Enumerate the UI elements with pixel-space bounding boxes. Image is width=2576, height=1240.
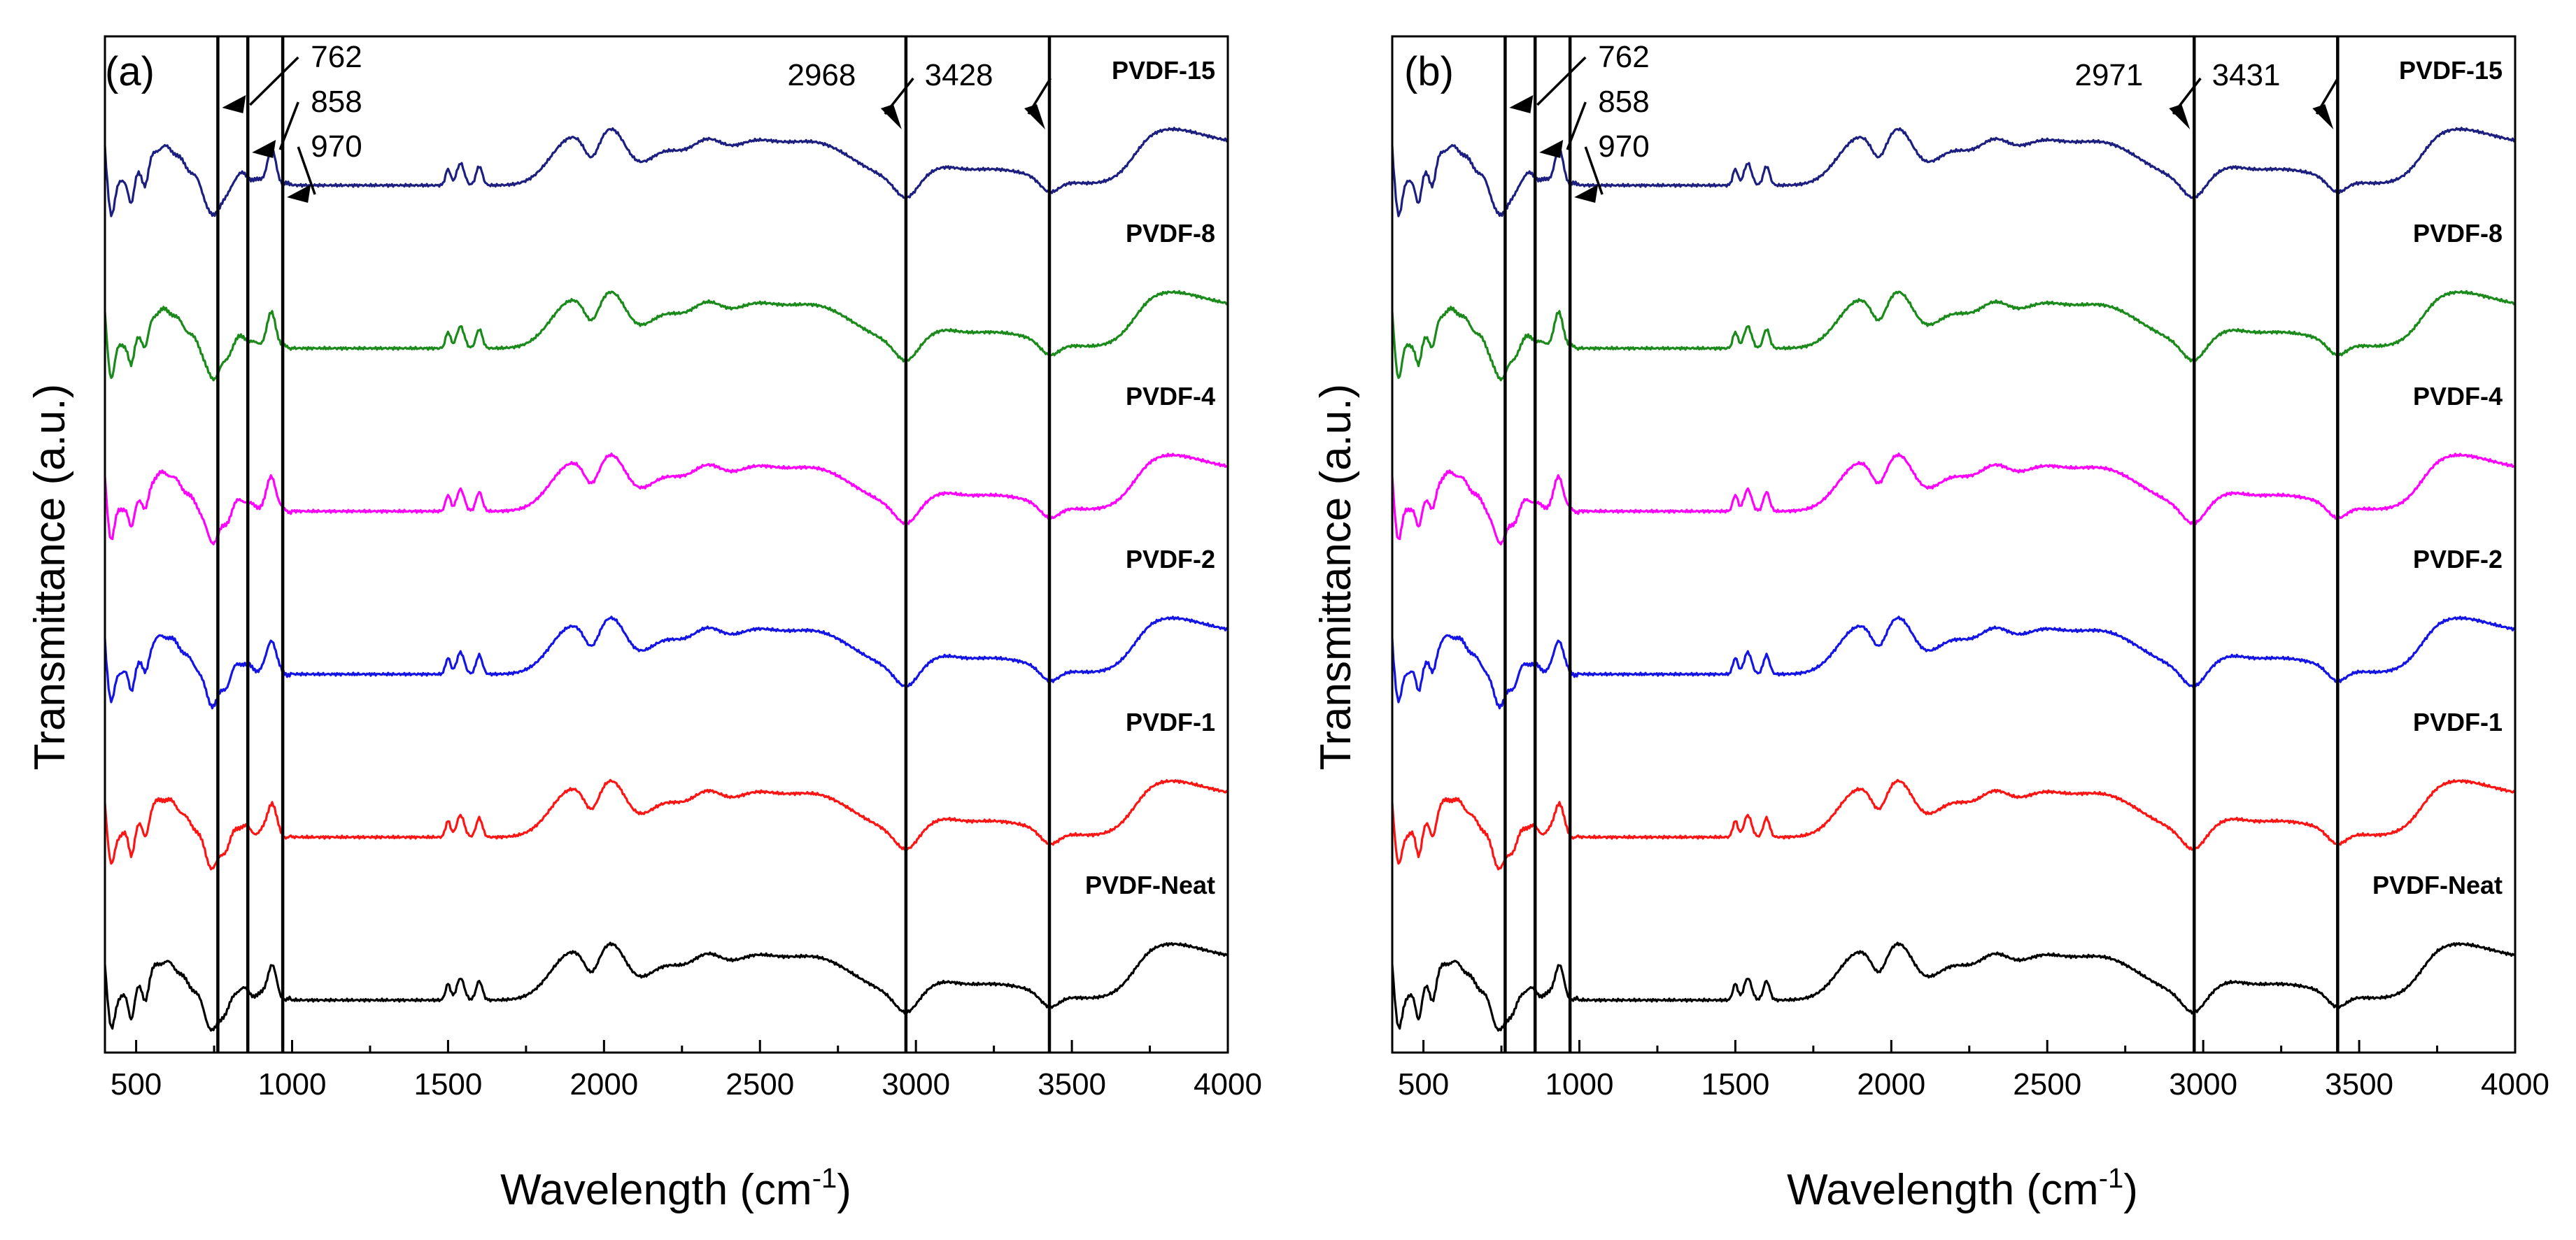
spectra-group <box>1391 127 2517 1032</box>
panel-label: (a) <box>105 49 155 94</box>
y-axis-label: Transmittance (a.u.) <box>1312 384 1360 770</box>
x-tick-label: 1000 <box>1545 1067 1614 1102</box>
plot-frame <box>104 35 1229 1054</box>
series-label: PVDF-1 <box>2413 708 2503 736</box>
x-tick-label: 1500 <box>413 1067 482 1102</box>
annotation-label: 970 <box>311 129 362 164</box>
series-line-pvdf-1 <box>1391 778 2517 871</box>
y-axis-label: Transmittance (a.u.) <box>26 384 74 770</box>
annotation-label: 2971 <box>2074 58 2143 92</box>
x-tick-label: 2000 <box>569 1067 638 1102</box>
x-axis-label-superscript: -1 <box>2099 1163 2124 1194</box>
x-axis-label-main: Wavelength (cm <box>500 1166 812 1214</box>
series-line-pvdf-15 <box>104 127 1229 218</box>
annotation-label: 762 <box>311 40 362 74</box>
x-axis-label: Wavelength (cm-1) <box>1787 1163 2138 1214</box>
y-axis-title: Transmittance (a.u.) <box>1312 384 1360 770</box>
series-label: PVDF-15 <box>2399 56 2503 85</box>
x-axis-ticks: 500 1000 1500 2000 2500 3000 3500 4000 <box>111 1040 1262 1102</box>
x-tick-label: 2000 <box>1857 1067 1925 1102</box>
series-line-pvdf-neat <box>104 941 1229 1032</box>
x-axis-label-superscript: -1 <box>812 1163 837 1194</box>
arrow-head <box>2169 104 2191 129</box>
x-tick-label: 500 <box>1398 1067 1449 1102</box>
panel-a: (a) Transmittance (a.u.) 762 858 970 2968 34… <box>26 35 1262 1214</box>
annotation-leader <box>278 101 299 150</box>
x-axis-label: Wavelength (cm-1) <box>500 1163 851 1214</box>
series-label: PVDF-15 <box>1112 56 1215 85</box>
x-tick-label: 500 <box>111 1067 162 1102</box>
annotation-leader <box>249 56 299 106</box>
annotation-label: 2968 <box>787 58 856 92</box>
series-label: PVDF-2 <box>1126 545 1215 573</box>
x-axis-label-close: ) <box>837 1166 851 1214</box>
series-label: PVDF-2 <box>2413 545 2503 573</box>
series-line-pvdf-1 <box>104 778 1229 871</box>
series-label: PVDF-4 <box>2413 382 2503 411</box>
series-label: PVDF-8 <box>2413 219 2503 248</box>
series-line-pvdf-neat <box>1391 941 2516 1032</box>
x-tick-label: 2500 <box>726 1067 794 1102</box>
annotation-leader <box>1584 146 1604 195</box>
series-line-pvdf-15 <box>1391 127 2516 218</box>
panel-b: (b) Transmittance (a.u.) 762 858 970 2971 34… <box>1312 35 2549 1214</box>
x-tick-label: 3000 <box>2169 1067 2237 1102</box>
reference-lines <box>1503 36 2340 1053</box>
panel-label: (b) <box>1404 49 1454 94</box>
arrow-head <box>222 95 246 113</box>
x-axis-label-main: Wavelength (cm <box>1787 1166 2099 1214</box>
x-tick-label: 3500 <box>2325 1067 2393 1102</box>
annotation-leader <box>1536 56 1587 106</box>
annotation-label: 858 <box>1598 85 1649 119</box>
series-label: PVDF-1 <box>1126 708 1215 736</box>
series-labels: PVDF-15 PVDF-8 PVDF-4 PVDF-2 PVDF-1 PVDF-Neat <box>2372 56 2503 899</box>
annotation-label: 3428 <box>925 58 993 92</box>
x-axis-ticks: 500 1000 1500 2000 2500 3000 3500 4000 <box>1398 1040 2549 1102</box>
series-label: PVDF-4 <box>1126 382 1215 411</box>
x-tick-label: 3500 <box>1038 1067 1106 1102</box>
annotation-label: 858 <box>311 85 362 119</box>
series-label: PVDF-8 <box>1126 219 1215 248</box>
plot-frame <box>1391 35 2517 1054</box>
x-tick-label: 1000 <box>258 1067 327 1102</box>
x-tick-label: 4000 <box>2481 1067 2549 1102</box>
annotation-label: 762 <box>1598 40 1649 74</box>
series-line-pvdf-4 <box>1391 452 2516 546</box>
arrow-head <box>1509 95 1534 113</box>
arrow-head <box>1574 185 1599 203</box>
arrow-head <box>1024 104 1045 129</box>
x-tick-label: 4000 <box>1194 1067 1262 1102</box>
y-axis-title: Transmittance (a.u.) <box>26 384 74 770</box>
arrow-head <box>880 104 902 129</box>
series-line-pvdf-8 <box>1391 290 2517 382</box>
x-tick-label: 2500 <box>2013 1067 2081 1102</box>
annotation-leader <box>297 146 316 195</box>
series-labels: PVDF-15 PVDF-8 PVDF-4 PVDF-2 PVDF-1 PVDF-Neat <box>1085 56 1215 899</box>
x-tick-label: 3000 <box>882 1067 950 1102</box>
series-label: PVDF-Neat <box>1085 871 1215 899</box>
x-tick-label: 1500 <box>1701 1067 1769 1102</box>
spectra-group <box>104 127 1229 1032</box>
annotation-label: 970 <box>1598 129 1649 164</box>
arrow-head <box>1539 140 1564 158</box>
annotation-leader <box>1566 101 1587 150</box>
annotations: 762 858 970 2971 3431 <box>1509 40 2340 203</box>
series-line-pvdf-4 <box>104 452 1229 546</box>
arrow-head <box>287 185 311 203</box>
x-axis-label-close: ) <box>2123 1166 2138 1214</box>
series-line-pvdf-2 <box>1391 615 2517 710</box>
annotations: 762 858 970 2968 3428 <box>222 40 1052 203</box>
arrow-head <box>2312 104 2334 129</box>
reference-lines <box>216 36 1052 1053</box>
annotation-label: 3431 <box>2212 58 2281 92</box>
series-line-pvdf-2 <box>104 615 1229 710</box>
series-label: PVDF-Neat <box>2372 871 2503 899</box>
arrow-head <box>252 140 276 158</box>
series-line-pvdf-8 <box>104 290 1229 382</box>
